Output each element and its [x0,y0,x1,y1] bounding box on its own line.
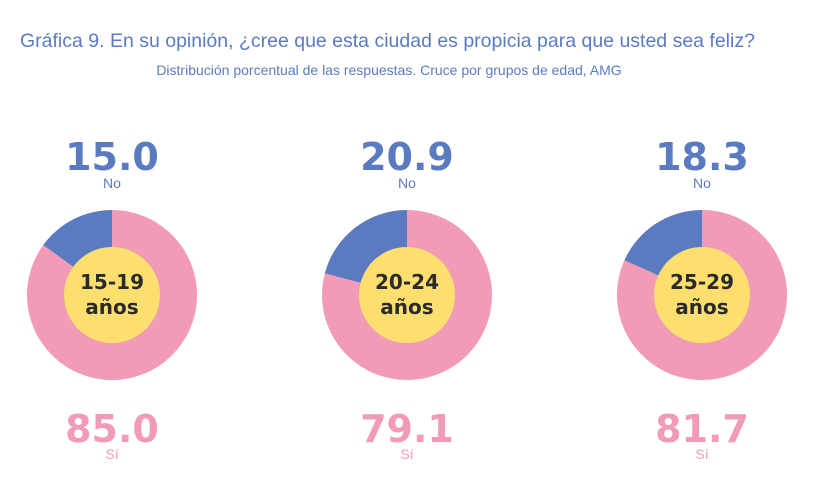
age-group-label: años [675,295,728,319]
no-category-label: No [103,175,121,191]
chart-subtitle: Distribución porcentual de las respuesta… [156,62,622,78]
no-value-label: 20.9 [360,135,454,179]
si-value-label: 81.7 [655,407,749,451]
donut-panel-15-19: 15.0 No 15-19 años 85.0 Sí [2,130,222,470]
si-category-label: Sí [105,446,119,462]
si-category-label: Sí [400,446,414,462]
donut-center [654,247,750,343]
age-group-label: 25-29 [670,270,734,294]
age-group-label: años [85,295,138,319]
no-category-label: No [693,175,711,191]
si-value-label: 79.1 [360,407,454,451]
donut-center [64,247,160,343]
donut-center [359,247,455,343]
no-value-label: 18.3 [655,135,749,179]
age-group-label: años [380,295,433,319]
no-value-label: 15.0 [65,135,159,179]
si-category-label: Sí [695,446,709,462]
age-group-label: 20-24 [375,270,439,294]
chart-title: Gráfica 9. En su opinión, ¿cree que esta… [20,30,755,52]
donut-panel-25-29: 18.3 No 25-29 años 81.7 Sí [592,130,812,470]
no-category-label: No [398,175,416,191]
donut-panel-20-24: 20.9 No 20-24 años 79.1 Sí [297,130,517,470]
age-group-label: 15-19 [80,270,144,294]
si-value-label: 85.0 [65,407,159,451]
